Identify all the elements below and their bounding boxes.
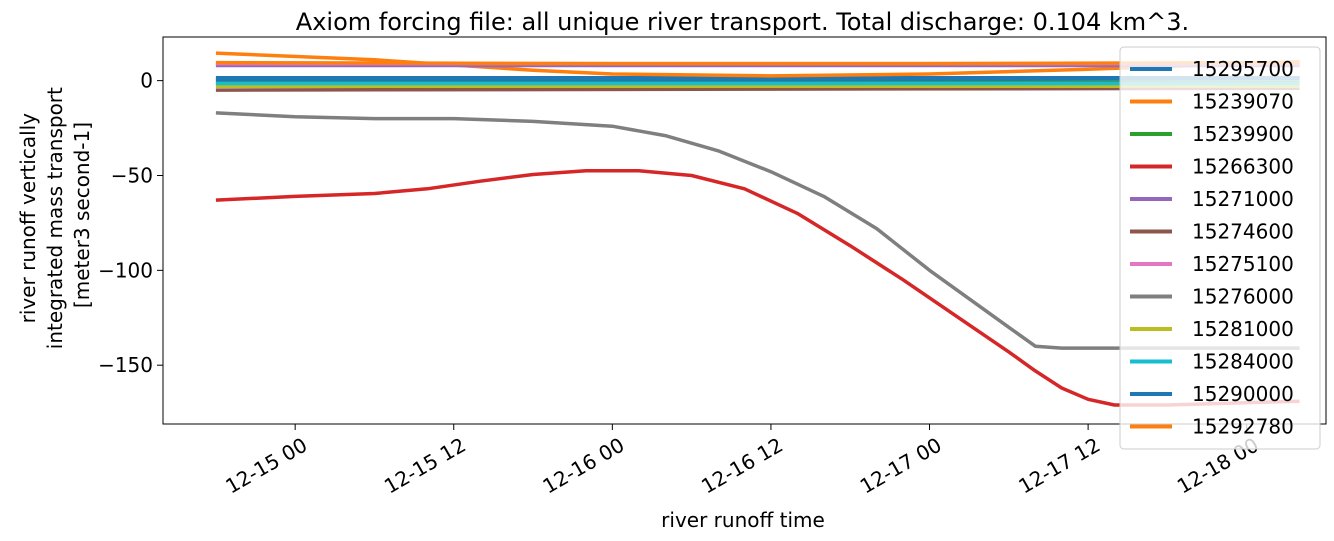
series-line-15274600 bbox=[215, 86, 1300, 92]
x-tick-label: 12-17 00 bbox=[856, 433, 946, 499]
chart-title: Axiom forcing file: all unique river tra… bbox=[296, 8, 1189, 36]
x-axis-label: river runoff time bbox=[661, 508, 825, 532]
legend-entry: 15284000 bbox=[1192, 350, 1294, 374]
legend-entry: 15239070 bbox=[1192, 90, 1294, 114]
legend-entry: 15271000 bbox=[1192, 187, 1294, 211]
y-axis-label-line: [meter3 second-1] bbox=[70, 122, 94, 308]
series-line-15292780 bbox=[215, 60, 1300, 66]
series-line-15266300 bbox=[215, 168, 1300, 407]
x-tick-label: 12-16 12 bbox=[697, 433, 787, 499]
legend-entry: 15274600 bbox=[1192, 220, 1294, 244]
y-tick-label: −100 bbox=[98, 258, 153, 282]
legend: 15295700 15239070 15239900 15266300 15271000… bbox=[1119, 46, 1321, 450]
legend-entry: 15239900 bbox=[1192, 122, 1294, 146]
plot-lines bbox=[215, 51, 1300, 407]
plot-frame bbox=[162, 36, 1327, 425]
y-tick-label: −50 bbox=[111, 163, 153, 187]
legend-entry: 15276000 bbox=[1192, 285, 1294, 309]
legend-entry: 15266300 bbox=[1192, 155, 1294, 179]
x-tick-label: 12-17 12 bbox=[1014, 433, 1104, 499]
y-axis-ticks: 0 −50 −100 −150 bbox=[98, 69, 163, 377]
x-tick-label: 12-15 12 bbox=[380, 433, 470, 499]
series-line-15276000 bbox=[215, 111, 1300, 350]
legend-entry: 15292780 bbox=[1192, 415, 1294, 439]
x-tick-label: 12-16 00 bbox=[539, 433, 629, 499]
y-tick-label: −150 bbox=[98, 353, 153, 377]
legend-entry: 15281000 bbox=[1192, 317, 1294, 341]
legend-entry: 15295700 bbox=[1192, 57, 1294, 81]
legend-entry: 15275100 bbox=[1192, 252, 1294, 276]
x-axis-ticks: 12-15 00 12-15 12 12-16 00 12-16 12 12-17 00… bbox=[221, 424, 1263, 499]
x-tick-label: 12-15 00 bbox=[221, 433, 311, 499]
y-axis-label-line: river runoff vertically bbox=[16, 113, 40, 324]
legend-box bbox=[1119, 46, 1321, 450]
y-axis-label: river runoff vertically integrated mass … bbox=[16, 81, 94, 349]
y-axis-label-line: integrated mass transport bbox=[43, 87, 67, 349]
legend-entry: 15290000 bbox=[1192, 382, 1294, 406]
y-tick-label: 0 bbox=[140, 69, 153, 93]
